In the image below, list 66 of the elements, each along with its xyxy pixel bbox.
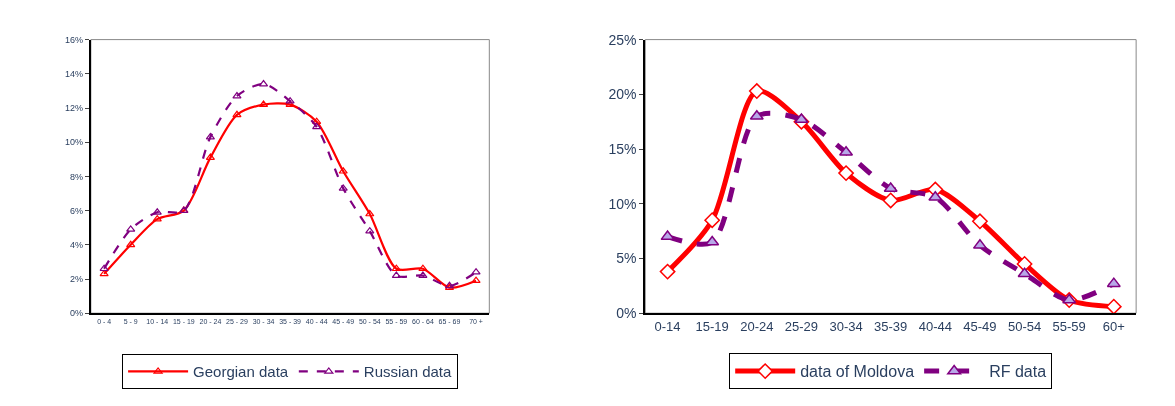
point (705, 235, 720, 246)
point (365, 227, 375, 234)
y-tick-label: 15% (608, 140, 637, 157)
point (232, 91, 242, 99)
point (882, 192, 899, 209)
point (205, 132, 216, 140)
x-tick-label: 50-54 (1007, 318, 1042, 334)
y-tick-label: 0% (70, 308, 84, 319)
legend-label: Russian data (363, 363, 453, 381)
y-tick-label: 2% (70, 274, 84, 285)
point (391, 271, 401, 278)
point (312, 117, 322, 125)
point (338, 184, 348, 191)
point (659, 263, 676, 280)
point (471, 276, 481, 284)
y-tick-label: 20% (608, 86, 637, 103)
y-tick-label: 12% (65, 103, 84, 114)
x-tick-label: 30-34 (829, 318, 863, 334)
point (152, 208, 162, 215)
point (838, 165, 854, 182)
point (126, 240, 136, 248)
point (1105, 298, 1122, 315)
point (704, 212, 721, 229)
x-tick-label: 55-59 (1052, 318, 1086, 334)
point (152, 215, 162, 222)
x-tick-label: 35-39 (874, 318, 908, 334)
legend-label: Georgian data (193, 363, 289, 381)
point (391, 264, 401, 272)
point (471, 268, 481, 275)
legend-label: RF data (989, 363, 1047, 381)
legend-label: data of Moldova (800, 363, 915, 381)
point (1106, 277, 1121, 288)
point (748, 83, 765, 99)
x-tick-label: 60+ (1102, 318, 1125, 334)
point (99, 264, 109, 272)
point (418, 271, 428, 278)
x-tick-label: 25-29 (784, 318, 819, 334)
point (365, 209, 375, 217)
y-tick-label: 8% (70, 171, 84, 182)
x-tick-label: 0-14 (654, 318, 681, 334)
y-tick-label: 25% (608, 31, 637, 48)
y-tick-label: 4% (70, 239, 84, 250)
point (1017, 267, 1032, 278)
point (232, 110, 242, 118)
y-tick-label: 6% (70, 205, 84, 216)
point (418, 264, 428, 272)
point (258, 79, 269, 87)
point (972, 213, 988, 230)
point (749, 109, 764, 120)
point (1062, 293, 1077, 304)
y-tick-label: 0% (616, 305, 637, 322)
x-tick-label: 15-19 (695, 318, 729, 334)
y-tick-label: 10% (608, 195, 637, 212)
x-tick-label: 20-24 (740, 318, 774, 334)
x-tick-label: 45-49 (963, 318, 997, 334)
point (660, 230, 675, 241)
point (338, 167, 348, 174)
point (312, 122, 322, 130)
y-tick-label: 5% (616, 250, 637, 267)
y-tick-label: 14% (65, 68, 84, 79)
y-tick-label: 16% (65, 34, 84, 45)
point (928, 190, 943, 201)
point (99, 269, 109, 277)
point (126, 225, 136, 232)
x-tick-label: 40-44 (918, 318, 952, 334)
y-tick-label: 10% (65, 137, 84, 148)
